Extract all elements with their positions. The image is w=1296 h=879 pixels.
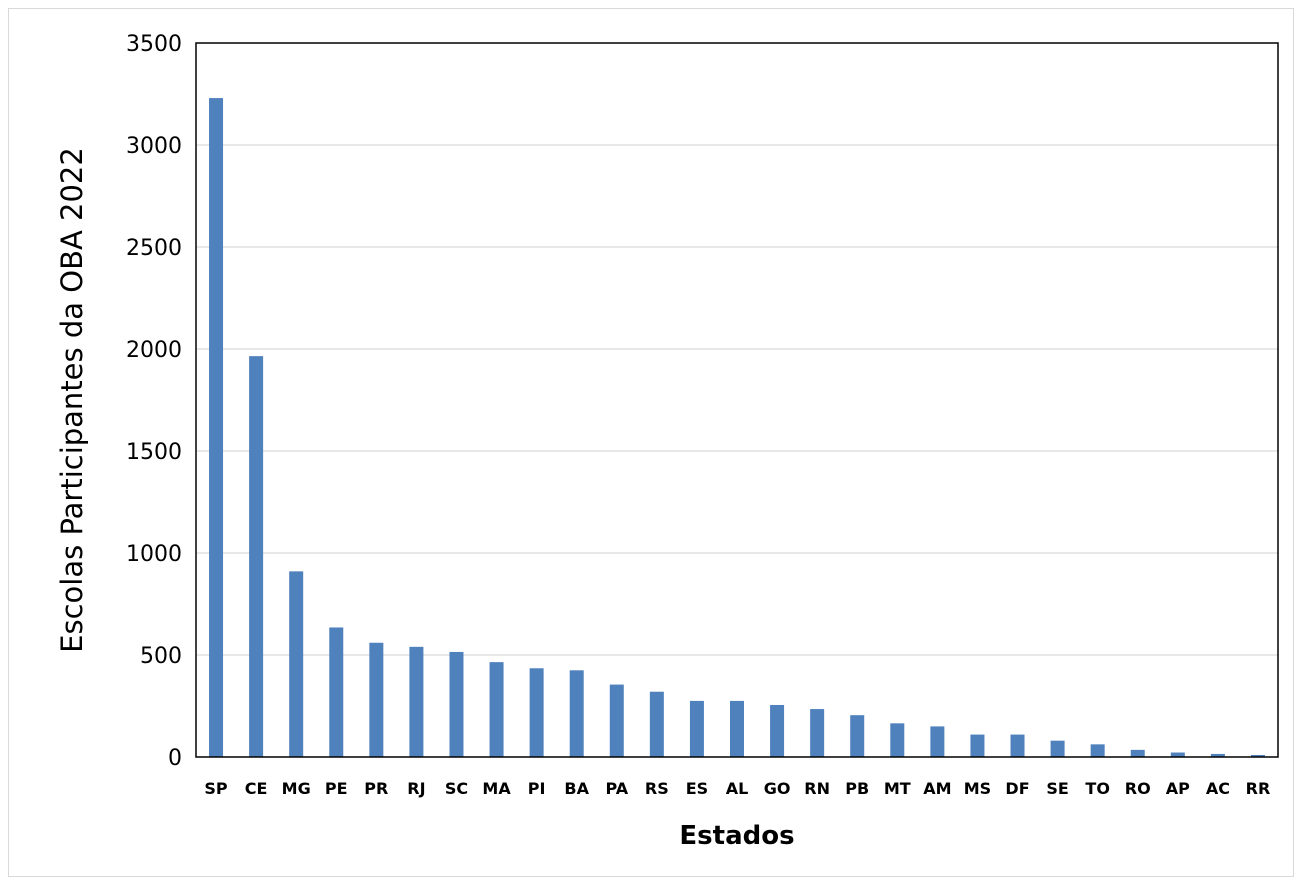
y-tick-label: 1000 [126, 542, 182, 567]
x-tick-label-mg: MG [282, 779, 311, 798]
y-axis-label: Escolas Participantes da OBA 2022 [55, 147, 89, 653]
x-tick-label-pb: PB [845, 779, 869, 798]
bar-pb [850, 715, 865, 757]
bar-sp [209, 98, 224, 757]
x-tick-label-se: SE [1046, 779, 1068, 798]
x-tick-label-al: AL [726, 779, 749, 798]
x-tick-labels: SP CE MG PE PR RJ SC MA PI BA PA RS ES AL GO RN PB MT AM MS… [204, 779, 1270, 798]
bar-pi [529, 668, 544, 757]
bar-rn [810, 709, 825, 757]
bar-es [689, 700, 704, 757]
chart-frame [8, 8, 1294, 877]
plot-area-border [195, 42, 1279, 758]
bar-df [1010, 734, 1025, 757]
x-tick-label-ap: AP [1166, 779, 1190, 798]
x-tick-label-es: ES [686, 779, 708, 798]
y-tick-label: 3000 [126, 134, 182, 159]
x-tick-label-pi: PI [528, 779, 546, 798]
x-tick-label-pr: PR [364, 779, 388, 798]
x-tick-label-rj: RJ [407, 779, 425, 798]
x-tick-label-sp: SP [204, 779, 228, 798]
bar-sc [449, 651, 464, 757]
y-tick-label: 1500 [126, 440, 182, 465]
x-tick-label-pa: PA [605, 779, 628, 798]
bar-rj [409, 646, 424, 757]
bar-se [1050, 740, 1065, 757]
y-tick-label: 0 [168, 746, 182, 771]
x-tick-label-ma: MA [482, 779, 511, 798]
y-tick-labels: 0 500 1000 1500 2000 2500 3000 3500 [126, 32, 182, 771]
bar-al [730, 700, 744, 757]
bar-mg [289, 571, 304, 757]
bar-go [770, 704, 785, 757]
x-tick-label-ac: AC [1206, 779, 1230, 798]
bar-mt [890, 723, 905, 757]
x-tick-label-rn: RN [804, 779, 830, 798]
x-tick-label-rr: RR [1246, 779, 1271, 798]
x-axis-label: Estados [679, 821, 794, 851]
x-tick-label-ro: RO [1125, 779, 1151, 798]
bar-rs [649, 691, 664, 757]
bars [209, 98, 1265, 757]
x-tick-label-df: DF [1005, 779, 1029, 798]
bar-ba [569, 670, 584, 757]
bar-pa [609, 684, 624, 757]
bar-pr [369, 642, 384, 757]
bar-to [1090, 744, 1105, 757]
x-tick-label-rs: RS [645, 779, 669, 798]
bar-ms [970, 734, 985, 757]
y-tick-label: 2000 [126, 338, 182, 363]
x-tick-label-am: AM [923, 779, 951, 798]
x-tick-label-ms: MS [964, 779, 991, 798]
bar-ma [489, 662, 504, 757]
x-tick-label-go: GO [764, 779, 791, 798]
x-tick-label-mt: MT [884, 779, 911, 798]
bar-ce [249, 356, 264, 757]
x-tick-label-pe: PE [325, 779, 348, 798]
bar-ac [1210, 753, 1225, 757]
x-tick-label-ba: BA [564, 779, 589, 798]
x-tick-label-ce: CE [245, 779, 268, 798]
bar-am [930, 726, 945, 757]
x-tick-label-to: TO [1085, 779, 1110, 798]
y-tick-label: 3500 [126, 32, 182, 57]
x-tick-label-sc: SC [445, 779, 468, 798]
bar-ro [1130, 749, 1145, 757]
bar-pe [329, 627, 344, 757]
gridlines [196, 144, 1278, 656]
bar-rr [1250, 754, 1265, 757]
y-tick-label: 2500 [126, 236, 182, 261]
y-tick-label: 500 [140, 644, 182, 669]
bar-ap [1170, 752, 1185, 757]
